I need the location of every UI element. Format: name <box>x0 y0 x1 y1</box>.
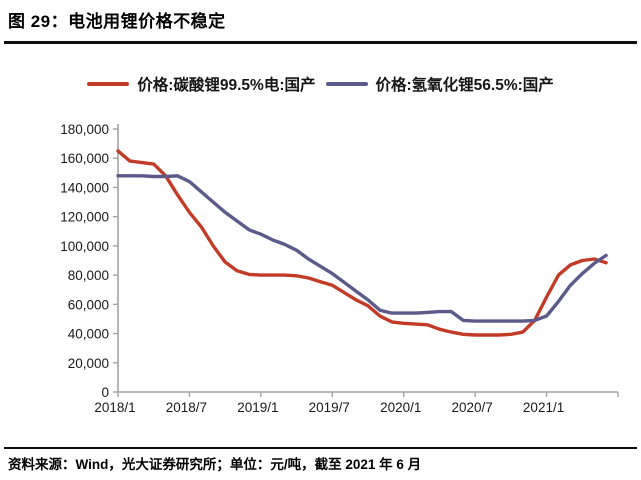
y-tick-label: 80,000 <box>68 268 109 283</box>
legend-label-hydroxide: 价格:氢氧化锂56.5%:国产 <box>375 77 554 94</box>
legend-item-hydroxide: 价格:氢氧化锂56.5%:国产 <box>325 73 554 95</box>
chart-legend: 价格:碳酸锂99.5%电:国产 价格:氢氧化锂56.5%:国产 <box>0 73 641 95</box>
x-tick-label: 2021/1 <box>523 400 564 415</box>
y-tick-label: 120,000 <box>60 210 109 225</box>
y-tick-label: 180,000 <box>60 122 109 137</box>
y-tick-label: 40,000 <box>68 327 109 342</box>
series-line-1 <box>116 174 608 323</box>
x-tick-label: 2019/1 <box>237 400 278 415</box>
y-tick-label: 160,000 <box>60 151 109 166</box>
x-tick-label: 2020/1 <box>380 400 421 415</box>
title-divider <box>4 41 637 44</box>
source-note: 资料来源：Wind，光大证券研究所；单位：元/吨，截至 2021 年 6 月 <box>8 457 422 472</box>
y-tick-label: 60,000 <box>68 297 109 312</box>
y-tick-label: 20,000 <box>68 356 109 371</box>
x-tick-label: 2019/7 <box>309 400 350 415</box>
legend-line-marker-hydroxide <box>325 82 368 86</box>
legend-item-carbonate: 价格:碳酸锂99.5%电:国产 <box>87 73 316 95</box>
y-tick-label: 100,000 <box>60 239 109 254</box>
x-tick-label: 2020/7 <box>451 400 492 415</box>
y-tick-label: 0 <box>101 385 109 400</box>
x-tick-label: 2018/7 <box>166 400 207 415</box>
y-tick-label: 140,000 <box>60 180 109 195</box>
x-tick-label: 2018/1 <box>94 400 135 415</box>
legend-line-marker-carbonate <box>87 82 130 86</box>
footer-divider <box>4 447 637 449</box>
series-line-0 <box>116 149 608 337</box>
legend-label-carbonate: 价格:碳酸锂99.5%电:国产 <box>137 77 316 94</box>
figure-title: 图 29：电池用锂价格不稳定 <box>8 12 226 31</box>
